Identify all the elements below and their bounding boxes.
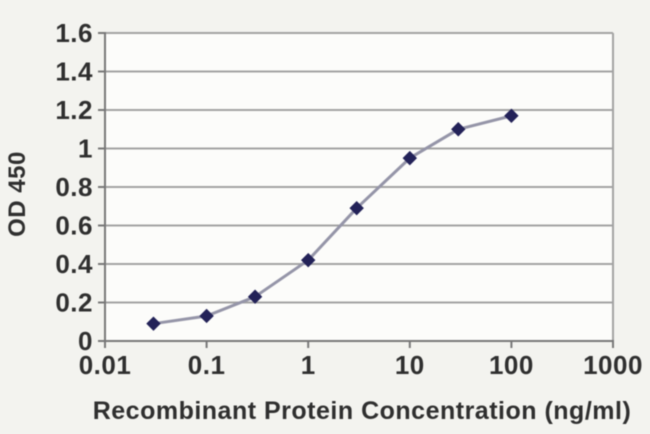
y-tick-label: 1 <box>78 134 93 164</box>
data-point-marker <box>451 122 466 137</box>
x-tick-label: 100 <box>489 350 534 380</box>
y-axis-title: OD 450 <box>4 151 31 237</box>
data-point-marker <box>247 289 263 304</box>
y-tick-label: 0.2 <box>55 288 93 318</box>
y-tick-label: 0.6 <box>55 211 93 241</box>
data-point-marker <box>402 150 418 166</box>
y-tick-label: 1.4 <box>55 57 93 87</box>
x-tick-label: 1000 <box>583 350 643 380</box>
y-tick-label: 0 <box>78 326 93 356</box>
data-point-marker <box>504 108 519 123</box>
y-tick-label: 0.8 <box>55 172 93 202</box>
y-tick-label: 0.4 <box>55 249 93 279</box>
y-tick-label: 1.2 <box>55 95 93 125</box>
data-point-marker <box>349 200 364 216</box>
data-point-marker <box>146 316 161 331</box>
data-point-marker <box>199 308 214 324</box>
series-line <box>153 114 512 326</box>
x-tick-label: 0.01 <box>79 350 132 380</box>
x-tick-label: 10 <box>395 350 425 380</box>
x-tick-label: 0.1 <box>188 350 226 380</box>
x-tick-label: 1 <box>301 350 316 380</box>
x-axis-title: Recombinant Protein Concentration (ng/ml… <box>92 397 632 425</box>
data-point-marker <box>300 252 316 268</box>
y-tick-label: 1.6 <box>55 18 93 48</box>
